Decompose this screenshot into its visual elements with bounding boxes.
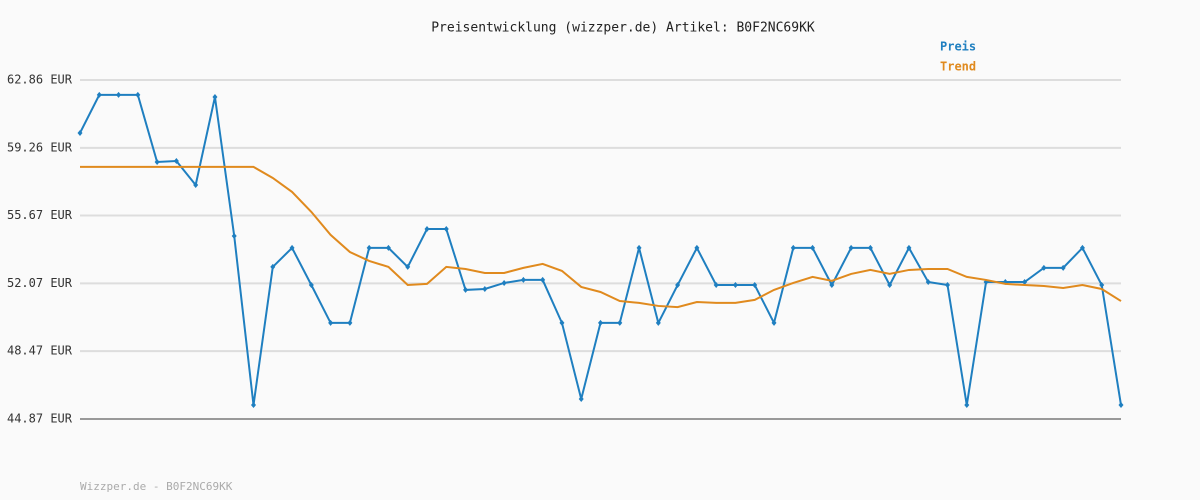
point-marker [405, 263, 411, 270]
point-marker [617, 319, 623, 326]
point-marker [694, 244, 700, 251]
point-marker [540, 276, 546, 283]
point-marker [598, 319, 603, 326]
y-tick-label: 62.86 EUR [7, 73, 73, 87]
line-series [80, 165, 1122, 309]
point-marker [752, 282, 758, 289]
point-marker [867, 244, 873, 251]
y-tick-label: 48.47 EUR [7, 344, 73, 358]
point-marker [945, 282, 950, 289]
chart-title: Preisentwicklung (wizzper.de) Artikel: B… [431, 21, 815, 36]
point-marker [925, 279, 931, 286]
point-marker [1099, 282, 1105, 289]
point-marker [810, 244, 816, 251]
point-marker [135, 91, 141, 98]
point-marker [212, 93, 218, 100]
point-marker [732, 282, 738, 289]
point-marker [559, 319, 565, 326]
line-series [79, 93, 1122, 406]
point-marker [463, 286, 469, 293]
point-marker [96, 91, 102, 98]
point-marker [1041, 264, 1047, 271]
point-marker [116, 91, 122, 98]
point-marker [829, 282, 835, 289]
point-marker [964, 402, 970, 409]
point-marker [713, 282, 719, 289]
y-tick-label: 59.26 EUR [7, 140, 73, 154]
point-marker [193, 181, 199, 188]
point-marker [385, 244, 391, 251]
point-marker [848, 244, 854, 251]
point-marker [154, 158, 160, 165]
y-tick-label: 52.07 EUR [7, 276, 73, 290]
point-marker [790, 244, 796, 251]
point-marker [1060, 264, 1066, 271]
point-marker [77, 129, 83, 136]
point-marker [1079, 244, 1085, 251]
point-marker [366, 244, 372, 251]
point-marker [231, 233, 237, 240]
legend-label: Trend [940, 60, 976, 74]
point-marker [771, 319, 777, 326]
point-marker [906, 244, 912, 251]
point-marker [636, 244, 642, 251]
point-marker [173, 158, 179, 165]
y-tick-label: 44.87 EUR [7, 412, 73, 426]
point-marker [251, 402, 256, 409]
point-marker [1022, 279, 1028, 286]
point-marker [270, 263, 276, 270]
point-marker [887, 282, 893, 289]
point-marker [308, 282, 314, 289]
point-marker [675, 282, 681, 289]
legend-label: Preis [940, 40, 976, 54]
footer: Wizzper.de - B0F2NC69KK [80, 480, 233, 493]
point-marker [482, 285, 488, 292]
point-marker [289, 244, 295, 251]
point-marker [655, 319, 661, 326]
point-marker [424, 226, 430, 233]
point-marker [501, 279, 507, 286]
point-marker [347, 319, 353, 326]
y-tick-label: 55.67 EUR [7, 208, 73, 222]
point-marker [578, 396, 584, 403]
point-marker [443, 226, 449, 233]
point-marker [520, 276, 526, 283]
point-marker [1118, 402, 1124, 409]
point-marker [328, 319, 334, 326]
